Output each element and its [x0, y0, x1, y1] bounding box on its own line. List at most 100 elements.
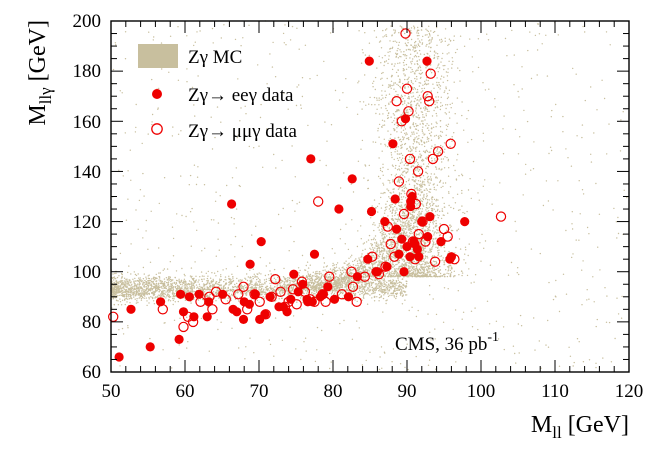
- mc-dot: [417, 32, 420, 34]
- mc-dot: [158, 288, 161, 291]
- mc-dot: [401, 143, 403, 146]
- mc-dot: [402, 103, 404, 106]
- mc-dot: [435, 177, 437, 179]
- mc-dot: [445, 104, 447, 106]
- mc-dot: [444, 182, 447, 184]
- mc-dot: [427, 262, 429, 265]
- mc-dot: [432, 240, 434, 242]
- mc-dot: [373, 229, 375, 232]
- mc-dot: [404, 78, 406, 81]
- mc-dot: [387, 86, 390, 88]
- mc-dot: [423, 259, 425, 261]
- mc-dot: [424, 274, 427, 277]
- mc-dot: [413, 219, 415, 221]
- mc-dot: [431, 255, 434, 257]
- mc-dot: [418, 184, 421, 186]
- mc-dot: [277, 288, 280, 290]
- mc-dot: [408, 97, 410, 99]
- mc-dot: [396, 289, 398, 291]
- mc-dot: [380, 287, 382, 289]
- mc-dot: [437, 64, 439, 67]
- mc-dot: [434, 273, 436, 275]
- mc-dot: [395, 280, 397, 282]
- mc-dot: [449, 264, 451, 266]
- mc-dot: [419, 53, 422, 55]
- mc-dot: [418, 189, 420, 191]
- mc-dot: [457, 153, 459, 156]
- mc-dot: [430, 70, 432, 72]
- mc-dot: [400, 144, 402, 147]
- mc-dot: [380, 62, 382, 64]
- mc-dot: [258, 287, 260, 289]
- mc-dot: [138, 294, 140, 296]
- mc-dot: [373, 237, 375, 239]
- mc-dot: [407, 229, 410, 231]
- mc-dot: [446, 97, 449, 100]
- mc-dot: [446, 125, 449, 128]
- mc-dot: [397, 277, 399, 279]
- mc-dot: [113, 281, 115, 284]
- mc-dot: [267, 274, 270, 276]
- mc-dot: [125, 290, 127, 292]
- mc-dot: [383, 232, 385, 234]
- mc-dot: [414, 161, 416, 163]
- mc-dot: [168, 279, 170, 282]
- mc-dot: [426, 177, 429, 179]
- mc-dot: [391, 286, 394, 288]
- mc-dot: [172, 297, 174, 300]
- mc-dot: [382, 163, 384, 165]
- mc-dot: [385, 145, 387, 147]
- mc-dot: [448, 250, 450, 253]
- mc-dot: [402, 70, 404, 72]
- mc-dot: [410, 38, 413, 41]
- mc-dot: [449, 39, 452, 42]
- mc-dot: [170, 280, 172, 283]
- mc-dot: [243, 286, 245, 288]
- mc-dot: [440, 61, 442, 63]
- mc-dot: [133, 271, 135, 273]
- mc-dot: [270, 273, 272, 275]
- mc-dot: [409, 146, 411, 149]
- mc-dot: [426, 261, 428, 263]
- mc-dot: [390, 232, 392, 234]
- mc-dot: [436, 100, 438, 102]
- mc-dot: [456, 48, 458, 51]
- mc-dot: [427, 257, 429, 259]
- mc-dot: [403, 59, 406, 62]
- mc-dot: [437, 199, 439, 201]
- mc-dot: [185, 283, 187, 285]
- mc-dot: [172, 290, 174, 292]
- mc-dot: [387, 293, 389, 295]
- mc-dot: [339, 291, 341, 293]
- mc-dot: [424, 261, 426, 263]
- mc-dot: [429, 35, 431, 37]
- mc-dot: [433, 186, 435, 189]
- mc-dot: [375, 36, 378, 38]
- mc-dot: [416, 226, 419, 228]
- mc-dot: [220, 274, 222, 276]
- mc-dot: [178, 285, 180, 288]
- mc-dot: [423, 107, 425, 109]
- mc-dot: [359, 285, 361, 287]
- mc-dot: [167, 296, 170, 298]
- mc-dot: [334, 291, 336, 293]
- mc-dot: [383, 64, 385, 67]
- mc-dot: [420, 154, 422, 157]
- mc-dot: [458, 274, 460, 276]
- mc-dot: [117, 300, 119, 302]
- mc-dot: [436, 53, 439, 55]
- mc-dot: [394, 293, 397, 295]
- mc-dot: [424, 171, 427, 173]
- mc-dot: [405, 283, 408, 285]
- mc-dot: [299, 269, 301, 272]
- mc-dot: [125, 289, 128, 291]
- mc-dot: [399, 79, 401, 81]
- mc-dot: [437, 254, 439, 257]
- mc-dot: [413, 266, 415, 268]
- mc-dot: [361, 292, 363, 295]
- mc-dot: [348, 257, 350, 259]
- mc-dot: [429, 191, 431, 193]
- mc-dot: [433, 51, 436, 53]
- mc-dot: [150, 283, 153, 285]
- mc-dot: [405, 49, 408, 51]
